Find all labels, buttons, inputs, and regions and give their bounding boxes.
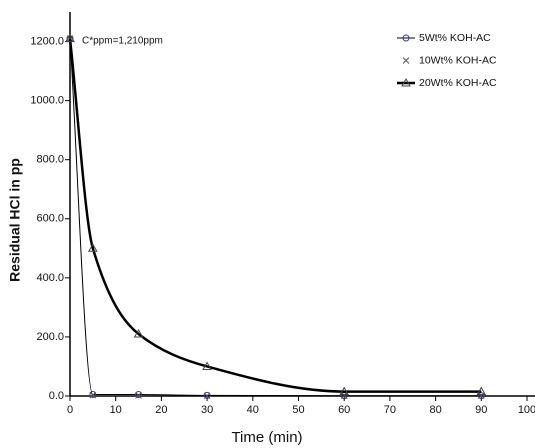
series-line: [69, 38, 482, 397]
annotation: C*ppm=1,210ppm: [82, 36, 163, 47]
x-tick-label: 0: [67, 404, 73, 416]
legend-marker: [402, 57, 410, 64]
data-point: [135, 392, 142, 399]
data-point: [87, 243, 98, 252]
data-point: [89, 391, 97, 399]
x-tick-label: 50: [292, 404, 304, 416]
data-point: [340, 392, 348, 400]
x-tick-label: 80: [429, 404, 441, 416]
x-tick-label: 20: [155, 404, 167, 416]
y-tick-label: 400.0: [36, 272, 64, 284]
legend-marker: [402, 34, 410, 42]
data-point: [133, 328, 144, 338]
x-tick-label: 40: [247, 404, 259, 416]
data-point: [339, 386, 350, 396]
x-tick-label: 70: [384, 404, 396, 416]
data-point: [65, 33, 75, 43]
y-tick-label: 200.0: [36, 331, 64, 343]
x-tick-label: 90: [475, 404, 487, 416]
data-point: [203, 392, 211, 400]
data-point: [135, 391, 143, 399]
data-point: [203, 391, 211, 399]
x-tick-label: 100: [518, 404, 535, 416]
legend-label: 10Wt% KOH-AC: [419, 54, 497, 66]
data-point: [89, 391, 97, 399]
x-tick-label: 30: [201, 404, 213, 416]
data-point: [66, 35, 74, 42]
x-axis-title: Time (min): [231, 429, 302, 446]
legend-label: 5Wt% KOH-AC: [419, 32, 491, 44]
y-tick-label: 600.0: [36, 213, 64, 225]
data-point: [477, 392, 485, 400]
legend-label: 20Wt% KOH-AC: [419, 77, 497, 89]
x-tick-label: 10: [110, 404, 122, 416]
y-axis-title: Residual HCl in pp: [7, 158, 23, 282]
y-tick-label: 1200.0: [30, 35, 64, 47]
y-tick-label: 0.0: [49, 390, 64, 402]
x-tick-label: 60: [338, 404, 350, 416]
y-tick-label: 1000.0: [30, 95, 64, 107]
y-tick-label: 800.0: [36, 154, 64, 166]
data-point: [202, 361, 212, 370]
series-line: [68, 38, 482, 393]
data-point: [476, 386, 487, 396]
legend-marker: [401, 77, 411, 87]
